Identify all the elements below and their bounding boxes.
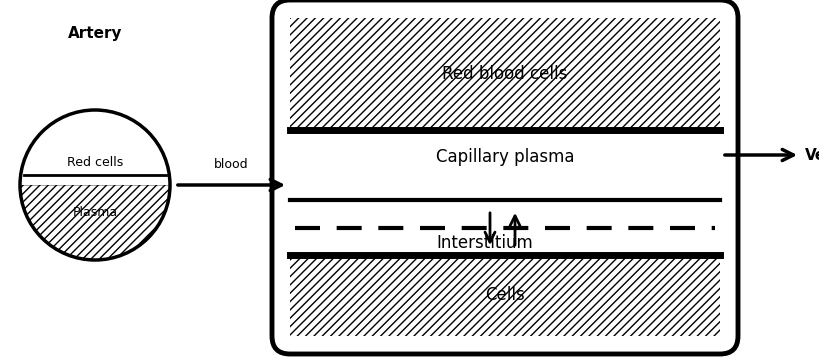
Text: Artery: Artery — [68, 26, 122, 41]
Text: Plasma: Plasma — [72, 206, 117, 220]
Text: blood: blood — [214, 158, 248, 171]
Text: Vein: Vein — [804, 147, 819, 162]
Text: Capillary plasma: Capillary plasma — [435, 147, 573, 166]
Text: Cells: Cells — [485, 287, 524, 305]
Circle shape — [20, 110, 170, 260]
Wedge shape — [20, 185, 170, 260]
Bar — [290, 18, 719, 130]
Text: Interstitium: Interstitium — [436, 234, 532, 252]
Text: Red cells: Red cells — [67, 156, 123, 170]
Text: Red blood cells: Red blood cells — [441, 65, 567, 83]
Bar — [290, 255, 719, 336]
Wedge shape — [20, 110, 170, 185]
FancyBboxPatch shape — [272, 0, 737, 354]
